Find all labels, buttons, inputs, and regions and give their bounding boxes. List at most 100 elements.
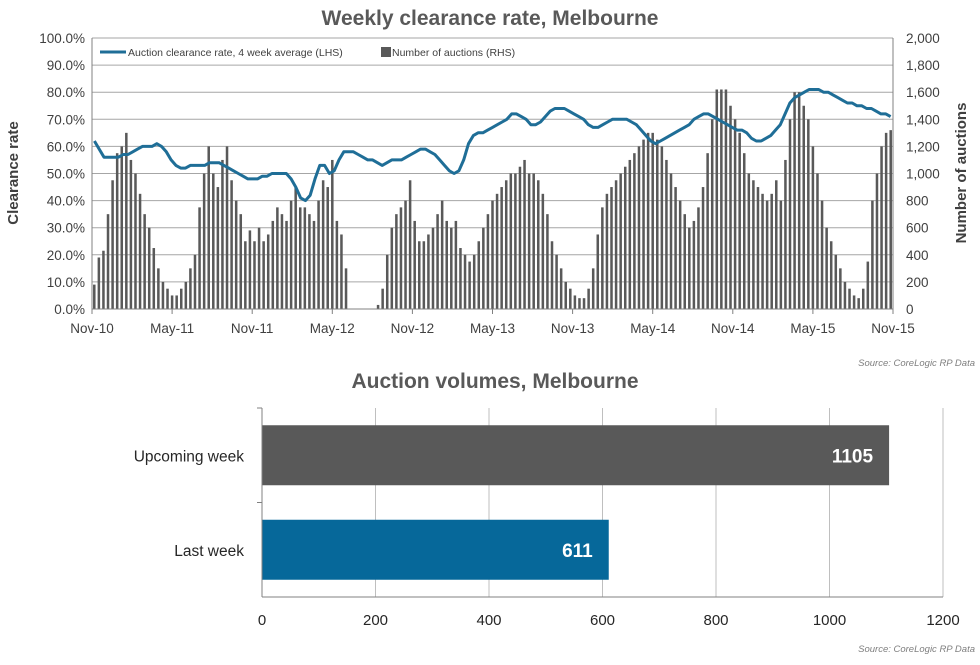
auction-count-bar [207, 146, 210, 309]
auction-count-bar [857, 298, 860, 309]
right-tick-label: 1,600 [906, 85, 940, 100]
auction-count-bar [738, 132, 741, 309]
left-tick-label: 80.0% [47, 85, 85, 100]
auction-count-bar [253, 241, 256, 309]
auction-count-bar [578, 298, 581, 309]
right-axis-title: Number of auctions [953, 103, 970, 244]
auction-count-bar [742, 153, 746, 309]
auction-count-bar [797, 92, 801, 309]
auction-count-bar [143, 214, 146, 309]
auction-count-bar [504, 180, 508, 309]
auction-count-bar [216, 187, 220, 309]
auction-count-bar [198, 207, 201, 309]
auction-count-bar [125, 132, 128, 309]
auction-count-bar [527, 173, 531, 309]
volumes-tick-label: 0 [258, 612, 266, 629]
auction-count-bar [395, 214, 398, 309]
volume-bar-value: 611 [562, 541, 593, 562]
auction-count-bar [656, 139, 659, 309]
left-tick-label: 90.0% [47, 58, 85, 73]
auction-count-bar [189, 268, 192, 309]
auction-count-bar [477, 241, 481, 309]
volume-bar [262, 519, 609, 580]
auction-count-bar [582, 298, 586, 309]
auction-count-bar [633, 153, 636, 309]
auction-count-bar [308, 214, 311, 309]
auction-count-bar [605, 193, 609, 309]
auction-count-bar [674, 187, 677, 309]
x-tick-label: Nov-11 [231, 321, 274, 336]
auction-count-bar [710, 119, 714, 309]
auction-count-bar [587, 288, 590, 309]
x-tick-label: Nov-10 [70, 321, 114, 336]
auction-count-bar [509, 173, 513, 309]
auction-count-bar [344, 268, 348, 309]
auction-count-bar [875, 173, 879, 309]
auction-count-bar [807, 119, 810, 309]
auction-count-bar [591, 268, 595, 309]
auction-count-bar [93, 284, 96, 309]
auction-count-bar [257, 227, 261, 309]
right-tick-label: 1,000 [906, 167, 940, 182]
auction-count-bar [422, 241, 426, 309]
auction-count-bar [129, 159, 133, 309]
volumes-tick-label: 600 [590, 612, 615, 629]
auction-count-bar [381, 288, 384, 309]
auction-count-bar [642, 139, 645, 309]
bottom-source-note: Source: CoreLogic RP Data [858, 644, 975, 655]
auction-count-bar [765, 200, 769, 309]
auction-count-bar [715, 89, 719, 310]
auction-count-bar [166, 288, 169, 309]
auction-count-bar [390, 227, 394, 309]
auction-count-bar [436, 214, 439, 309]
auction-count-bar [802, 105, 806, 309]
auction-count-bar [628, 159, 632, 309]
auction-count-bar [651, 132, 654, 309]
auction-count-bar [596, 234, 600, 309]
left-axis-title: Clearance rate [5, 121, 22, 224]
auction-volumes-chart: Auction volumes, Melbourne 1105 611 0 200 4… [134, 370, 975, 655]
auction-count-bar [747, 173, 751, 309]
x-tick-label: May-14 [630, 321, 676, 336]
left-tick-label: 60.0% [47, 139, 85, 154]
auction-count-bar [312, 220, 316, 309]
auction-count-bar [450, 227, 453, 309]
auction-count-bar [111, 180, 114, 309]
auction-count-bar [733, 119, 737, 309]
volumes-tick-label: 200 [363, 612, 388, 629]
auction-count-bar [770, 193, 773, 309]
auction-count-bar [752, 180, 755, 309]
auction-count-bar [331, 159, 334, 309]
clearance-rate-path [93, 88, 892, 203]
auction-count-bar [225, 146, 229, 309]
auction-count-bar [280, 214, 284, 309]
volumes-bars: 1105 611 [262, 425, 890, 580]
auction-count-bar [614, 180, 618, 309]
auction-count-bar [97, 257, 101, 309]
auction-count-bar [299, 207, 302, 309]
auction-count-bar [866, 261, 870, 309]
x-tick-label: Nov-13 [551, 321, 595, 336]
auction-count-bar [212, 173, 215, 309]
auction-count-bar [408, 180, 412, 309]
auction-count-bar [495, 193, 499, 309]
auction-count-bar [541, 193, 545, 309]
right-tick-label: 600 [906, 221, 929, 236]
auction-count-bar [884, 132, 888, 309]
auction-count-bar [147, 227, 151, 309]
auction-count-bar [834, 254, 838, 309]
x-tick-label: May-11 [150, 321, 194, 336]
top-source-note: Source: CoreLogic RP Data [858, 358, 975, 369]
auction-count-bar [276, 207, 279, 309]
auction-count-bar [564, 281, 567, 309]
auction-count-bar [701, 187, 705, 309]
right-tick-label: 0 [906, 302, 914, 317]
auction-count-bar [729, 105, 732, 309]
auction-count-bar [472, 254, 476, 309]
auction-count-bar [637, 146, 641, 309]
auction-count-bar [170, 295, 174, 309]
auction-count-bar [601, 207, 604, 309]
auction-count-bar [239, 214, 243, 309]
clearance-chart-title: Weekly clearance rate, Melbourne [322, 7, 659, 30]
